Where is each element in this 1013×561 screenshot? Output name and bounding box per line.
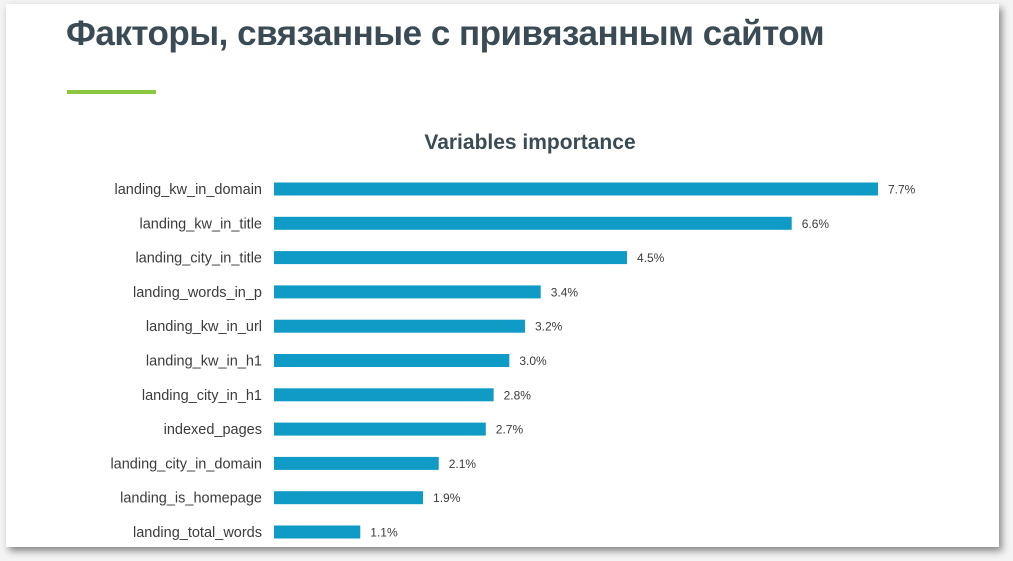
chart-title: Variables importance	[424, 131, 635, 154]
value-label: 1.1%	[370, 526, 398, 540]
bar	[274, 216, 792, 230]
value-label: 2.7%	[496, 423, 524, 437]
slide-title: Факторы, связанные с привязанным сайтом	[66, 14, 825, 53]
value-label: 2.8%	[504, 388, 532, 402]
value-label: 3.0%	[519, 354, 547, 368]
bar	[274, 388, 494, 402]
category-label: landing_city_in_title	[135, 251, 262, 267]
value-label: 2.1%	[449, 457, 477, 471]
bars-group: landing_kw_in_domain 7.7% landing_kw_in_ti…	[110, 182, 915, 541]
category-label: landing_city_in_domain	[110, 456, 262, 472]
category-label: landing_city_in_h1	[142, 388, 262, 404]
bar	[274, 491, 424, 505]
title-accent-bar	[67, 90, 156, 94]
value-label: 3.4%	[551, 285, 579, 299]
value-label: 7.7%	[888, 183, 916, 197]
category-label: landing_kw_in_h1	[146, 354, 262, 370]
bar	[274, 354, 510, 367]
value-label: 3.2%	[535, 320, 563, 334]
category-label: landing_kw_in_title	[139, 216, 262, 232]
bar	[274, 182, 878, 196]
category-label: landing_kw_in_domain	[114, 182, 262, 198]
bar	[274, 422, 486, 436]
bar	[274, 251, 627, 265]
value-label: 6.6%	[802, 217, 830, 231]
bar-chart: Variables importance landing_kw_in_domai…	[110, 131, 915, 541]
category-label: landing_total_words	[133, 525, 262, 541]
value-label: 4.5%	[637, 251, 665, 265]
bar	[274, 285, 541, 299]
category-label: landing_words_in_p	[133, 285, 262, 301]
category-label: landing_is_homepage	[120, 491, 262, 507]
category-label: indexed_pages	[164, 422, 262, 438]
bar	[274, 456, 439, 470]
value-label: 1.9%	[433, 491, 461, 505]
bar	[274, 525, 361, 539]
presentation-slide: Факторы, связанные с привязанным сайтом …	[6, 4, 999, 547]
category-label: landing_kw_in_url	[146, 319, 262, 335]
bar	[274, 319, 526, 333]
